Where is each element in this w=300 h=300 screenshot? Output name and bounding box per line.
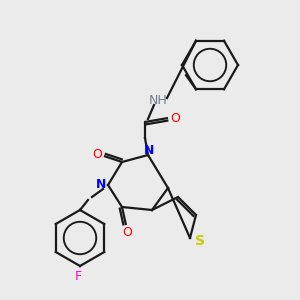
Text: N: N	[96, 178, 106, 191]
Text: O: O	[170, 112, 180, 124]
Text: F: F	[74, 269, 82, 283]
Text: N: N	[144, 143, 154, 157]
Text: NH: NH	[148, 94, 167, 106]
Text: O: O	[92, 148, 102, 160]
Text: O: O	[122, 226, 132, 238]
Text: S: S	[195, 234, 205, 248]
